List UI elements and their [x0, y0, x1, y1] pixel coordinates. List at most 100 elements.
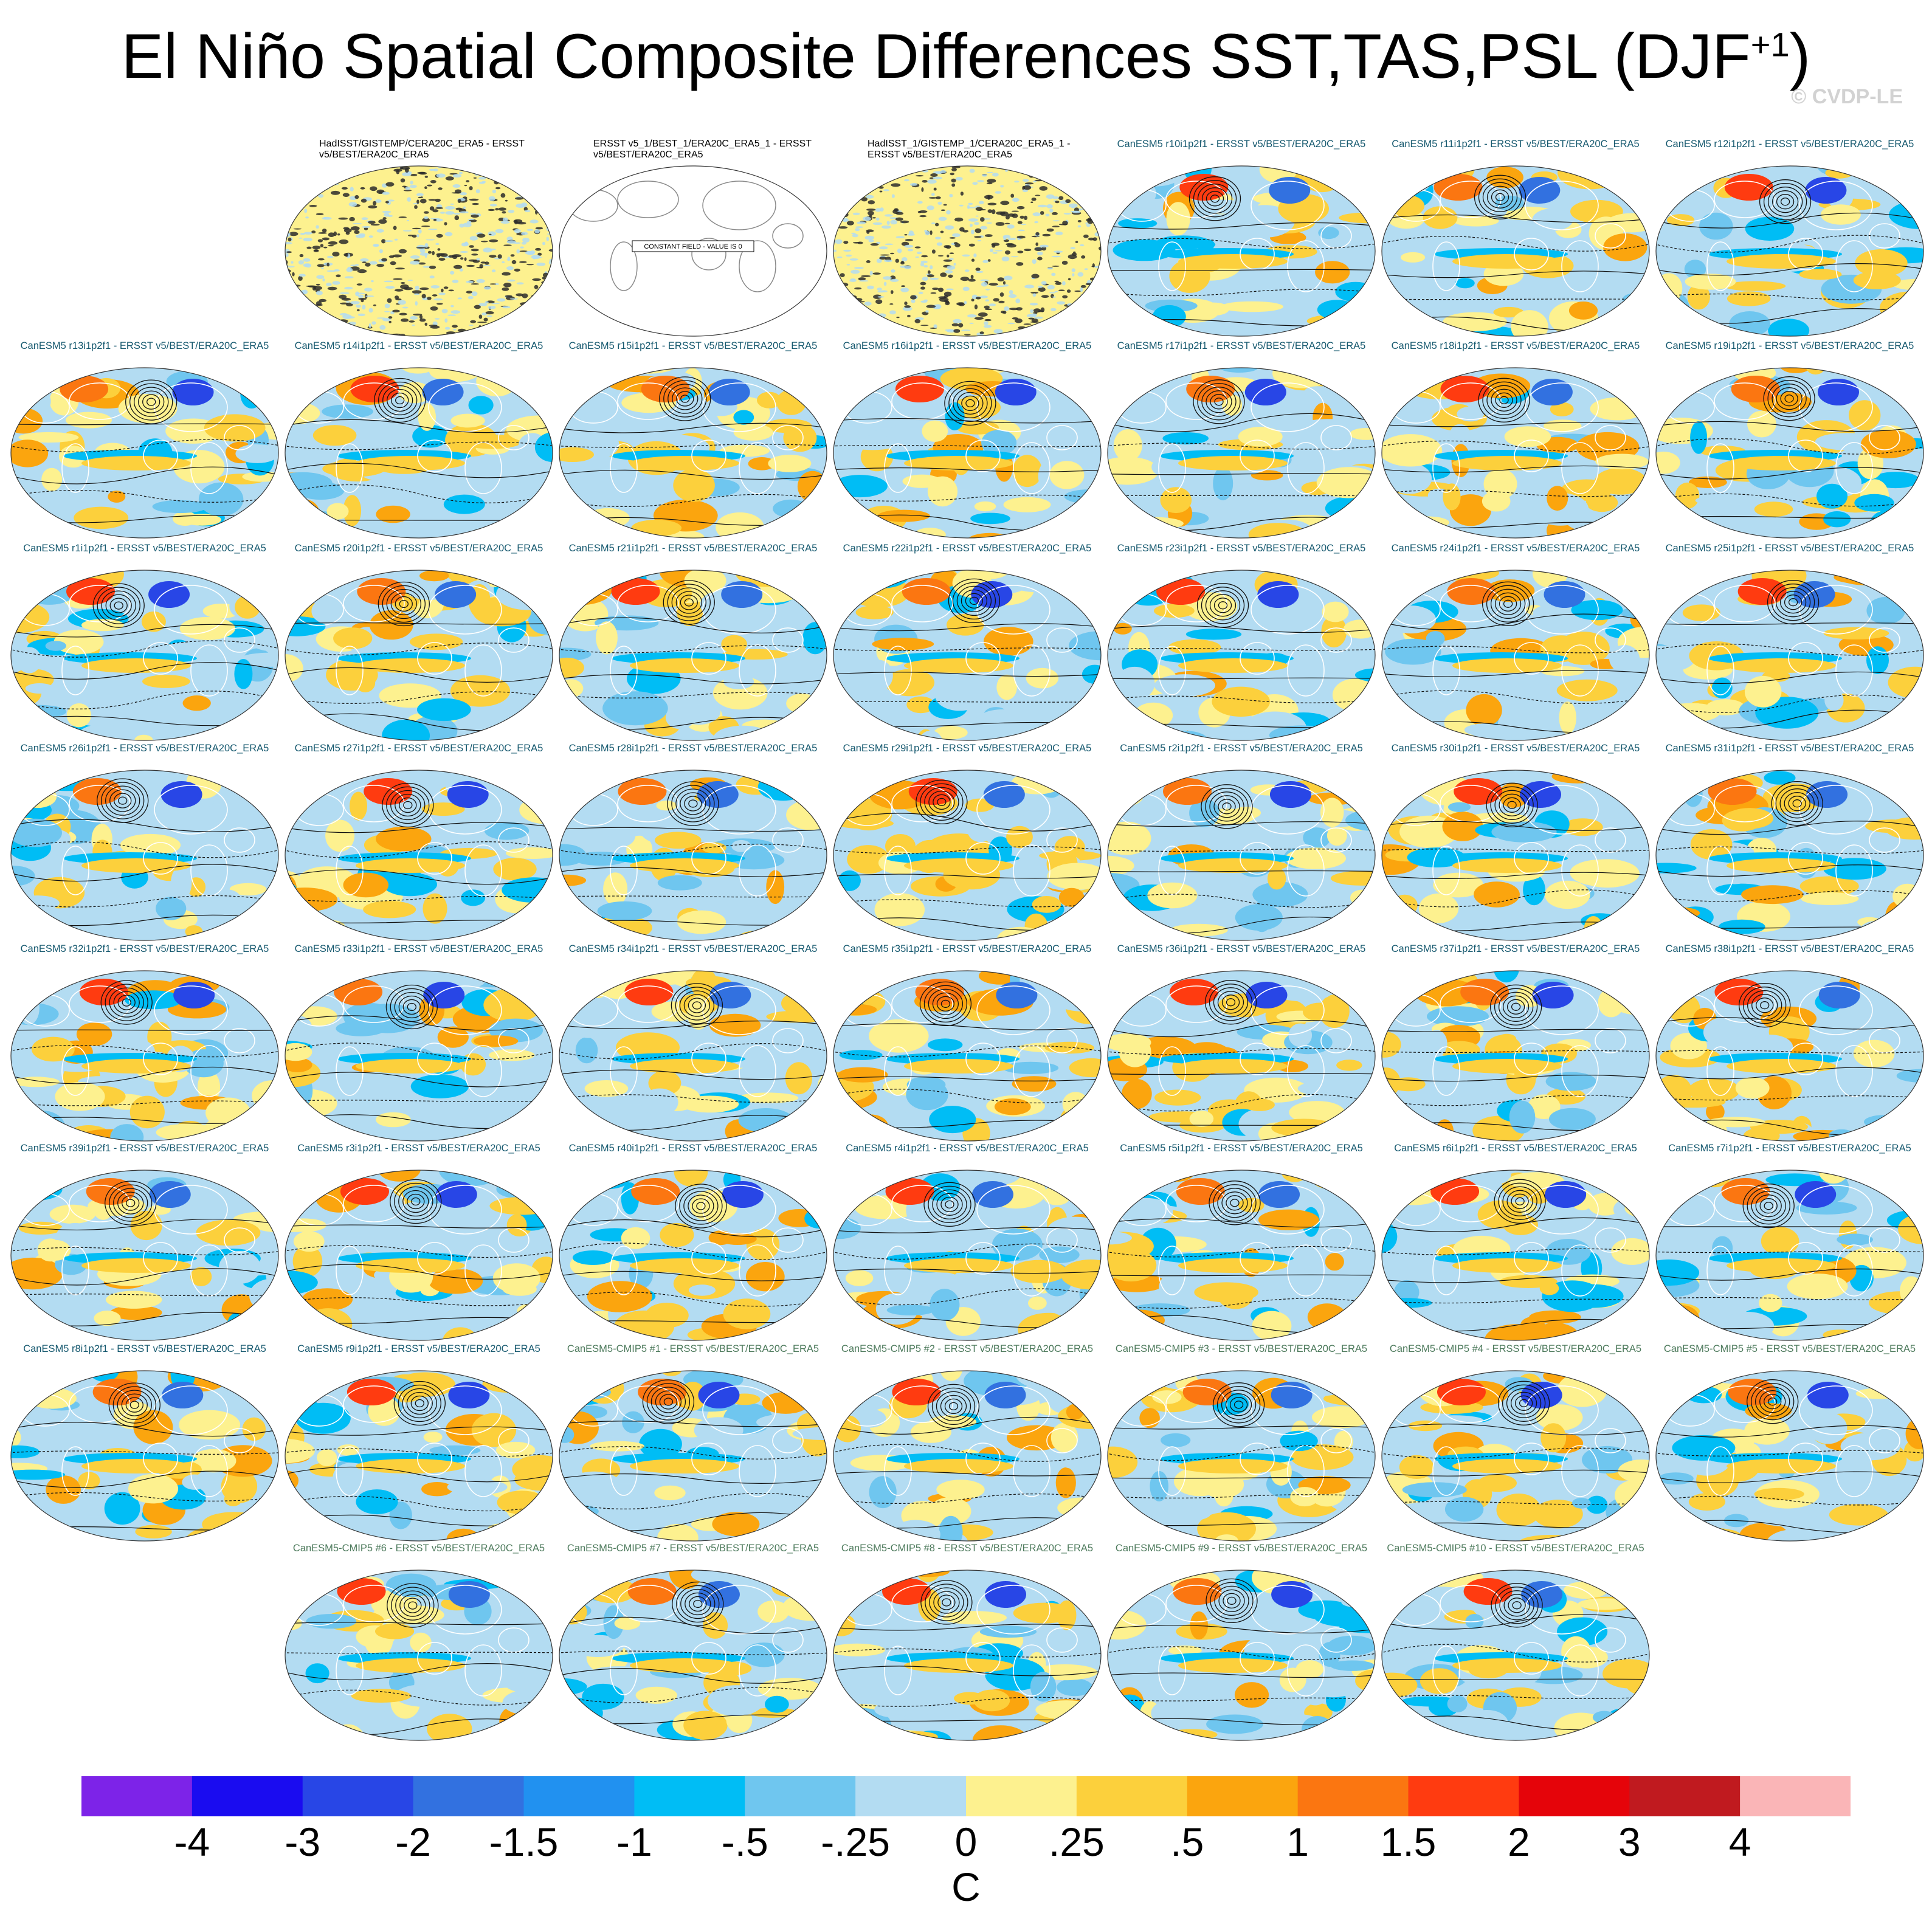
colorbar-unit: C [951, 1864, 981, 1909]
colorbar-tick-label: 4 [1728, 1819, 1751, 1864]
map-panel: CanESM5 r39i1p2f1 - ERSST v5/BEST/ERA20C… [9, 1143, 281, 1343]
panel-title: CanESM5 r13i1p2f1 - ERSST v5/BEST/ERA20C… [20, 340, 269, 351]
world-map [10, 1170, 279, 1341]
panel-title: CanESM5 r33i1p2f1 - ERSST v5/BEST/ERA20C… [294, 943, 543, 954]
panel-title: CanESM5 r36i1p2f1 - ERSST v5/BEST/ERA20C… [1117, 943, 1366, 954]
constant-field-box [632, 240, 754, 252]
map-panel: CanESM5 r20i1p2f1 - ERSST v5/BEST/ERA20C… [283, 543, 555, 743]
map-panel: CanESM5-CMIP5 #5 - ERSST v5/BEST/ERA20C_… [1654, 1343, 1926, 1544]
world-map: CONSTANT FIELD - VALUE IS 0 [559, 165, 827, 337]
colorbar-tick-label: 0 [954, 1819, 978, 1864]
map-panel: CanESM5-CMIP5 #3 - ERSST v5/BEST/ERA20C_… [1105, 1343, 1378, 1544]
colorbar-tick-label: -3 [285, 1819, 321, 1864]
world-map [1655, 367, 1924, 539]
map-panel: CanESM5 r7i1p2f1 - ERSST v5/BEST/ERA20C_… [1654, 1143, 1926, 1343]
map-panel: CanESM5 r33i1p2f1 - ERSST v5/BEST/ERA20C… [283, 943, 555, 1144]
colorbar-box [1740, 1776, 1851, 1816]
panel-title: CanESM5 r24i1p2f1 - ERSST v5/BEST/ERA20C… [1391, 543, 1640, 554]
map-panel: CanESM5 r24i1p2f1 - ERSST v5/BEST/ERA20C… [1379, 543, 1652, 743]
map-panel: CanESM5-CMIP5 #6 - ERSST v5/BEST/ERA20C_… [283, 1543, 555, 1743]
map-panel: CanESM5-CMIP5 #9 - ERSST v5/BEST/ERA20C_… [1105, 1543, 1378, 1743]
map-panel: CanESM5 r11i1p2f1 - ERSST v5/BEST/ERA20C… [1379, 139, 1652, 339]
map-panel: CanESM5 r38i1p2f1 - ERSST v5/BEST/ERA20C… [1654, 943, 1926, 1144]
map-panel: CanESM5 r18i1p2f1 - ERSST v5/BEST/ERA20C… [1379, 340, 1652, 541]
colorbar-box [81, 1776, 193, 1816]
colorbar-tick-label: 1.5 [1380, 1819, 1437, 1864]
map-panel: CanESM5 r28i1p2f1 - ERSST v5/BEST/ERA20C… [557, 743, 829, 943]
panel-title: CanESM5-CMIP5 #1 - ERSST v5/BEST/ERA20C_… [567, 1343, 819, 1354]
map-panel: CanESM5 r10i1p2f1 - ERSST v5/BEST/ERA20C… [1105, 139, 1378, 339]
map-panel: CanESM5 r37i1p2f1 - ERSST v5/BEST/ERA20C… [1379, 943, 1652, 1144]
world-map [285, 1570, 553, 1741]
map-panel: CanESM5 r8i1p2f1 - ERSST v5/BEST/ERA20C_… [9, 1343, 281, 1544]
colorbar-box [745, 1776, 856, 1816]
world-map [833, 1370, 1102, 1542]
map-panel: CanESM5 r21i1p2f1 - ERSST v5/BEST/ERA20C… [557, 543, 829, 743]
world-map [559, 1570, 827, 1741]
map-panel: CanESM5 r6i1p2f1 - ERSST v5/BEST/ERA20C_… [1379, 1143, 1652, 1343]
panel-title: CanESM5 r16i1p2f1 - ERSST v5/BEST/ERA20C… [843, 340, 1092, 351]
colorbar-box [413, 1776, 525, 1816]
world-map [1655, 1370, 1924, 1542]
world-map [1381, 1170, 1650, 1341]
panel-title: CanESM5-CMIP5 #8 - ERSST v5/BEST/ERA20C_… [841, 1543, 1094, 1554]
map-panel: CanESM5 r27i1p2f1 - ERSST v5/BEST/ERA20C… [283, 743, 555, 943]
map-panel: CanESM5 r34i1p2f1 - ERSST v5/BEST/ERA20C… [557, 943, 829, 1144]
map-panel: CanESM5 r9i1p2f1 - ERSST v5/BEST/ERA20C_… [283, 1343, 555, 1544]
world-map [1107, 165, 1376, 337]
panel-title: CanESM5 r5i1p2f1 - ERSST v5/BEST/ERA20C_… [1120, 1143, 1363, 1154]
panel-title: CanESM5-CMIP5 #3 - ERSST v5/BEST/ERA20C_… [1115, 1343, 1368, 1354]
world-map [559, 367, 827, 539]
panel-title: CanESM5 r19i1p2f1 - ERSST v5/BEST/ERA20C… [1665, 340, 1914, 351]
constant-field-note: CONSTANT FIELD - VALUE IS 0 [644, 243, 742, 250]
map-panel: CanESM5 r22i1p2f1 - ERSST v5/BEST/ERA20C… [831, 543, 1103, 743]
colorbar-tick-label: -4 [174, 1819, 210, 1864]
colorbar-box [302, 1776, 414, 1816]
map-panel: CanESM5 r14i1p2f1 - ERSST v5/BEST/ERA20C… [283, 340, 555, 541]
colorbar-box [1408, 1776, 1519, 1816]
world-map [1655, 165, 1924, 337]
panel-title: CanESM5 r27i1p2f1 - ERSST v5/BEST/ERA20C… [294, 743, 543, 754]
world-map [1107, 770, 1376, 941]
figure-title: El Niño Spatial Composite Differences SS… [121, 21, 1811, 92]
world-map [1381, 367, 1650, 539]
panel-title: CanESM5 r6i1p2f1 - ERSST v5/BEST/ERA20C_… [1394, 1143, 1637, 1154]
panel-title: CanESM5 r29i1p2f1 - ERSST v5/BEST/ERA20C… [843, 743, 1092, 754]
world-map [559, 970, 827, 1142]
colorbar-box [1076, 1776, 1188, 1816]
map-panel: CanESM5 r19i1p2f1 - ERSST v5/BEST/ERA20C… [1654, 340, 1926, 541]
world-map [1107, 1570, 1376, 1741]
colorbar-tick-label: 2 [1508, 1819, 1530, 1864]
world-map [10, 770, 279, 941]
panel-title: CanESM5-CMIP5 #9 - ERSST v5/BEST/ERA20C_… [1115, 1543, 1368, 1554]
world-map [1655, 1170, 1924, 1341]
map-panel: CanESM5 r23i1p2f1 - ERSST v5/BEST/ERA20C… [1105, 543, 1378, 743]
map-panel: CanESM5-CMIP5 #10 - ERSST v5/BEST/ERA20C… [1379, 1543, 1652, 1743]
colorbar-tick-label: .25 [1049, 1819, 1105, 1864]
world-map [559, 770, 827, 941]
world-map [1107, 1370, 1376, 1542]
panel-title: CanESM5 r35i1p2f1 - ERSST v5/BEST/ERA20C… [843, 943, 1092, 954]
world-map [1381, 1570, 1650, 1741]
world-map [559, 570, 827, 741]
panel-title: CanESM5 r22i1p2f1 - ERSST v5/BEST/ERA20C… [843, 543, 1092, 554]
panel-title: CanESM5 r30i1p2f1 - ERSST v5/BEST/ERA20C… [1391, 743, 1640, 754]
panel-title: CanESM5-CMIP5 #7 - ERSST v5/BEST/ERA20C_… [567, 1543, 819, 1554]
colorbar-box [966, 1776, 1077, 1816]
colorbar [81, 1776, 1851, 1816]
map-panel: CanESM5-CMIP5 #4 - ERSST v5/BEST/ERA20C_… [1379, 1343, 1652, 1544]
colorbar-box [1187, 1776, 1299, 1816]
colorbar-box [1629, 1776, 1741, 1816]
colorbar-tick-label: -.5 [721, 1819, 768, 1864]
map-panel: CanESM5 r13i1p2f1 - ERSST v5/BEST/ERA20C… [9, 340, 281, 541]
panel-title: CanESM5 r14i1p2f1 - ERSST v5/BEST/ERA20C… [294, 340, 543, 351]
world-map [833, 165, 1102, 337]
colorbar-tick-label: 1 [1286, 1819, 1309, 1864]
world-map [1655, 770, 1924, 941]
panel-title: CanESM5 r34i1p2f1 - ERSST v5/BEST/ERA20C… [568, 943, 818, 954]
panel-title: CanESM5 r15i1p2f1 - ERSST v5/BEST/ERA20C… [568, 340, 818, 351]
world-map [559, 1170, 827, 1341]
map-panel: CanESM5 r36i1p2f1 - ERSST v5/BEST/ERA20C… [1105, 943, 1378, 1144]
panel-title: CanESM5 r40i1p2f1 - ERSST v5/BEST/ERA20C… [568, 1143, 818, 1154]
panel-title: CanESM5-CMIP5 #10 - ERSST v5/BEST/ERA20C… [1387, 1543, 1644, 1554]
